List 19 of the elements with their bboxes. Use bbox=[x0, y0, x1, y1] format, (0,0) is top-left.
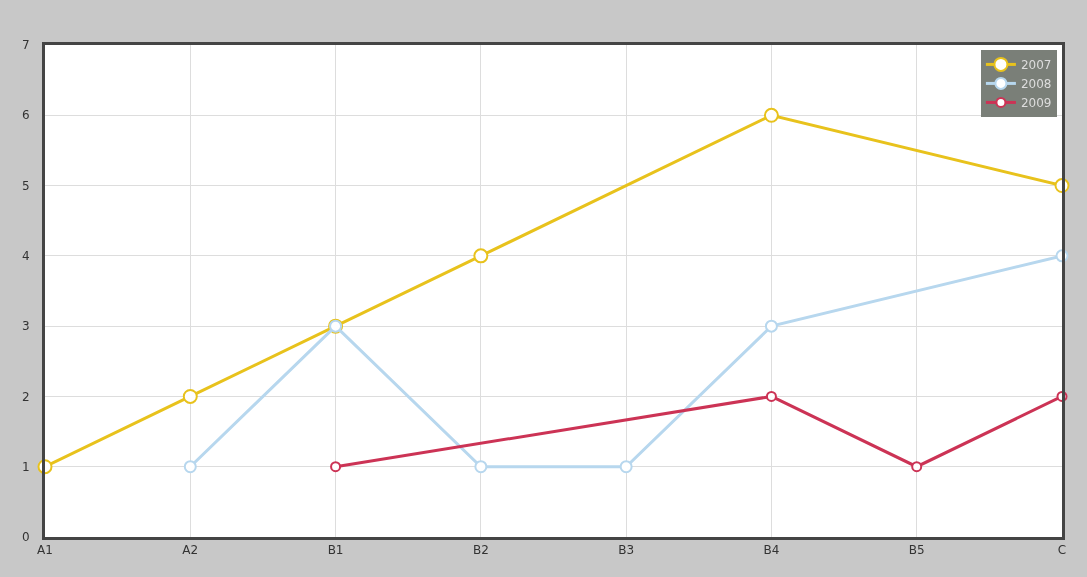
x-tick-label: B5 bbox=[908, 543, 925, 558]
y-tick-label: 2 bbox=[21, 389, 30, 404]
x-tick-label: B2 bbox=[472, 543, 489, 558]
legend-label: 2008 bbox=[1020, 77, 1052, 92]
x-tick-label: B3 bbox=[618, 543, 635, 558]
y-tick-label: 7 bbox=[21, 38, 30, 53]
x-tick-label: B1 bbox=[327, 543, 344, 558]
x-tick-label: A2 bbox=[182, 543, 199, 558]
y-tick-label: 5 bbox=[21, 178, 30, 193]
y-tick-label: 3 bbox=[21, 319, 30, 334]
x-tick-label: A1 bbox=[37, 543, 53, 558]
legend-label: 2007 bbox=[1020, 58, 1052, 73]
legend-label: 2009 bbox=[1020, 96, 1052, 111]
y-tick-label: 1 bbox=[21, 459, 30, 474]
x-tick-label: B4 bbox=[763, 543, 780, 558]
x-tick-label: C bbox=[1057, 543, 1067, 558]
y-tick-label: 4 bbox=[21, 249, 30, 264]
y-tick-label: 0 bbox=[21, 530, 30, 545]
y-tick-label: 6 bbox=[21, 108, 30, 123]
